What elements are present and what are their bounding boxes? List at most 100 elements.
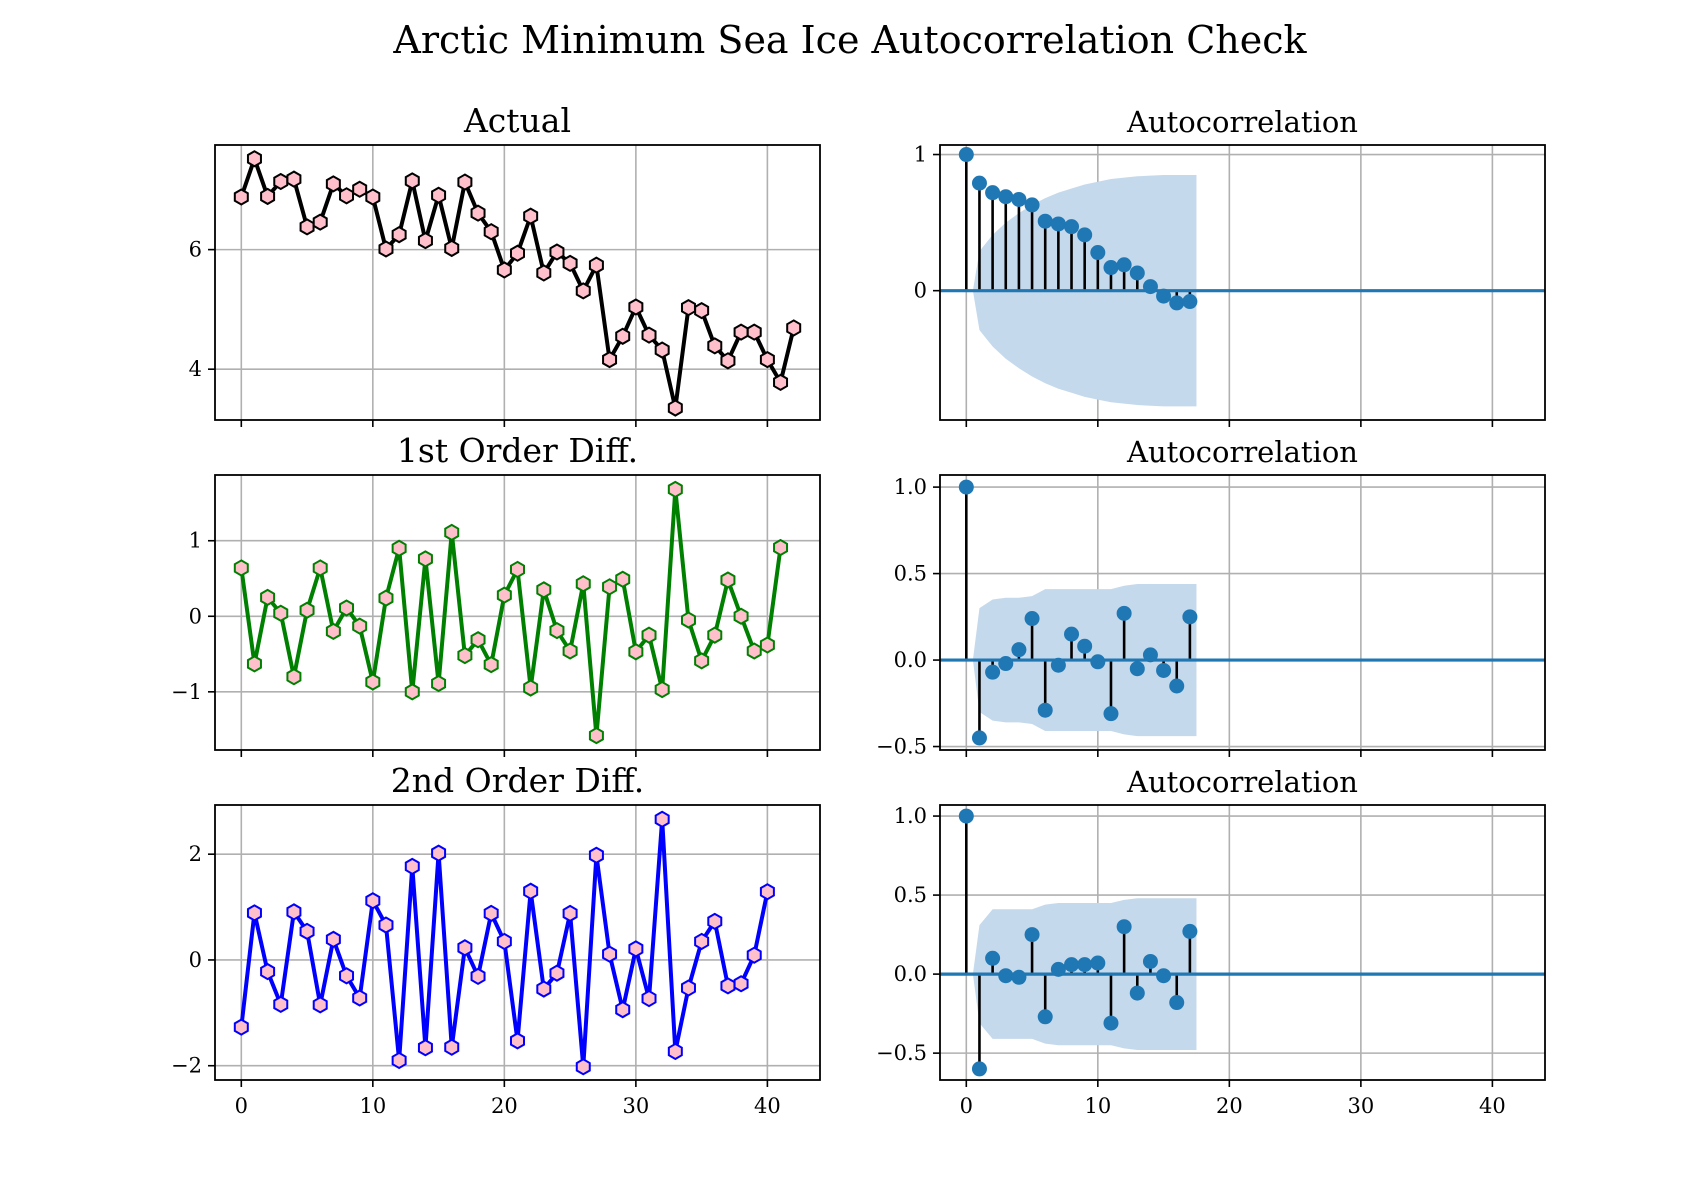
data-point [260, 187, 276, 206]
data-point [312, 213, 328, 231]
axes-frame [939, 804, 1546, 1081]
data-point [510, 244, 525, 262]
data-point [457, 646, 473, 665]
data-point [470, 204, 486, 222]
data-point [575, 282, 591, 300]
data-point [746, 946, 762, 964]
acf-point [971, 730, 987, 746]
data-point [562, 254, 578, 273]
acf-point [1156, 968, 1172, 984]
data-point [680, 611, 696, 629]
data-point [417, 1039, 433, 1057]
panel-2: Autocorrelation 0 1 [914, 105, 1546, 427]
data-point [536, 264, 552, 282]
acf-point [985, 664, 1001, 680]
data-point [470, 631, 486, 649]
data-point [339, 599, 355, 617]
data-point [733, 975, 749, 993]
acf-point [1116, 257, 1132, 273]
panel-3: 1st Order Diff. −1 0 1 [171, 431, 821, 757]
data-point [444, 1038, 460, 1056]
acf-point [958, 808, 974, 824]
x-tick-label: 10 [359, 1094, 386, 1118]
data-point [404, 683, 420, 701]
figure-title: Arctic Minimum Sea Ice Autocorrelation C… [392, 18, 1307, 62]
y-tick-label: −0.5 [876, 1041, 927, 1065]
data-point [260, 588, 276, 607]
data-point [339, 187, 355, 205]
acf-point [1169, 295, 1185, 311]
data-point [510, 1032, 525, 1050]
acf-point [1050, 216, 1066, 232]
acf-point [985, 185, 1001, 201]
data-point [233, 1018, 249, 1036]
data-point [470, 967, 486, 986]
data-point [299, 601, 315, 619]
data-point [246, 655, 262, 673]
acf-point [1116, 919, 1132, 935]
acf-point [1156, 662, 1172, 678]
data-point [496, 586, 512, 604]
data-point [733, 607, 749, 625]
acf-point [998, 189, 1014, 205]
data-point [273, 604, 289, 622]
data-point [339, 967, 355, 985]
data-point [602, 350, 618, 369]
data-point [286, 903, 302, 921]
y-tick-label: −1 [171, 680, 202, 704]
acf-point [1129, 985, 1145, 1001]
x-tick-label: 30 [623, 1094, 650, 1118]
data-point [562, 642, 578, 660]
acf-point [1103, 260, 1119, 276]
acf-point [1077, 227, 1093, 243]
acf-point [1103, 706, 1119, 722]
data-point [786, 319, 802, 337]
x-tick-label: 20 [1216, 1094, 1243, 1118]
data-point [759, 350, 775, 369]
plot-area [940, 808, 1545, 1077]
data-point [444, 523, 460, 542]
data-point [641, 326, 657, 344]
panel-4: Autocorrelation −0.5 0.0 0.5 1.0 [876, 435, 1546, 759]
acf-point [1077, 957, 1093, 973]
data-point [325, 622, 341, 641]
y-tick-label: 6 [189, 238, 202, 262]
acf-point [958, 479, 974, 495]
acf-point [1090, 245, 1106, 261]
data-point [720, 977, 736, 995]
data-point [694, 652, 710, 670]
data-point [391, 226, 407, 244]
axes-frame [214, 144, 821, 421]
data-point [378, 240, 394, 258]
data-point [588, 846, 604, 864]
data-point [575, 575, 591, 593]
panel-title: Autocorrelation [1126, 435, 1358, 469]
data-point [378, 589, 394, 607]
acf-point [1024, 611, 1040, 627]
plot-area [940, 479, 1545, 746]
data-point [365, 188, 381, 206]
acf-point [1142, 279, 1158, 295]
data-point [720, 352, 736, 370]
data-point [602, 945, 618, 963]
panel-title: 1st Order Diff. [397, 431, 638, 470]
data-point [720, 571, 736, 589]
data-point [404, 857, 420, 876]
data-point [404, 172, 420, 190]
data-point [286, 170, 302, 188]
data-point [654, 680, 670, 699]
data-point [602, 578, 618, 596]
axes-frame [939, 474, 1546, 751]
data-point [431, 186, 447, 204]
data-point [496, 932, 512, 951]
data-point [391, 539, 407, 557]
acf-point [971, 175, 987, 191]
plot-area [233, 810, 775, 1076]
y-tick-label: 1.0 [894, 804, 927, 828]
y-tick-label: 0 [189, 604, 202, 628]
data-point [431, 844, 447, 862]
plot-area [233, 480, 789, 745]
acf-point [1037, 1009, 1053, 1025]
acf-point [1182, 609, 1198, 625]
